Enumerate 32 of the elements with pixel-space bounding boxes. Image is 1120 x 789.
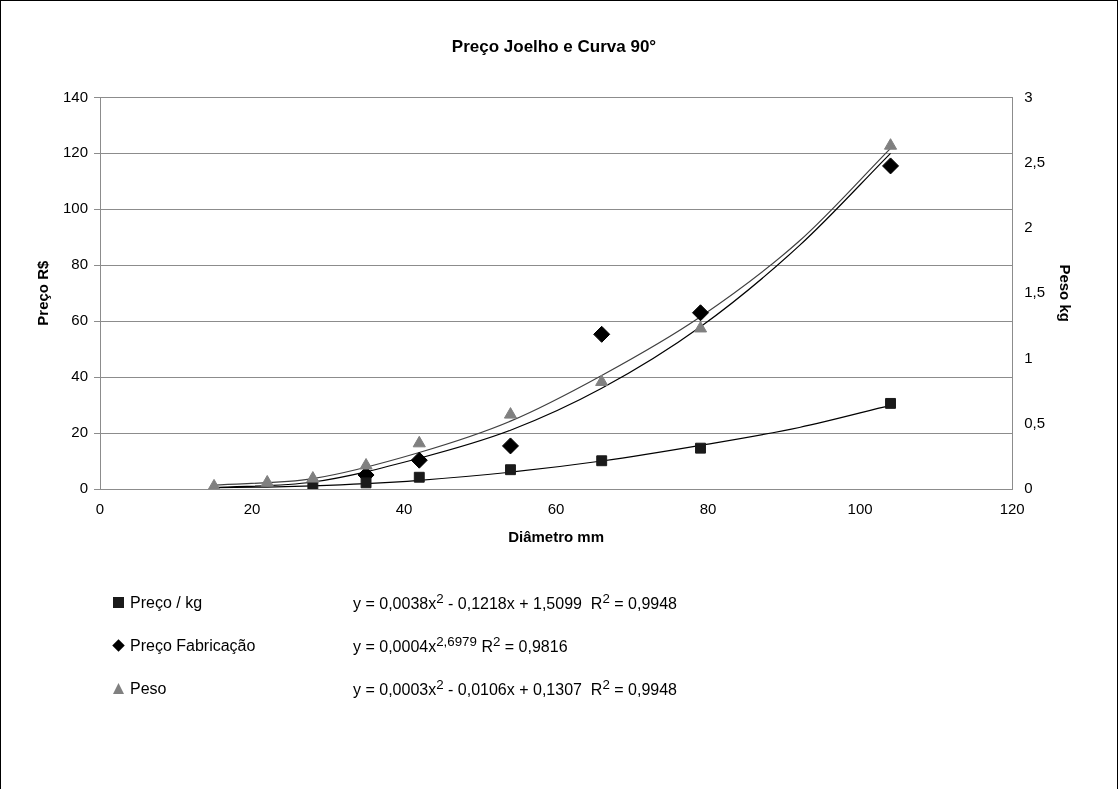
x-tick-label: 80	[699, 500, 717, 518]
y-tick-label: 80	[71, 255, 89, 273]
y-axis-title: Preço R$	[34, 260, 52, 326]
y-tick-label: 120	[63, 143, 89, 161]
y2-tick-label: 2,5	[1024, 152, 1046, 170]
y2-tick-label: 1,5	[1024, 283, 1046, 301]
y2-axis-title: Peso kg	[1056, 264, 1074, 322]
chart-title: Preço Joelho e Curva 90°	[451, 36, 657, 56]
y-tick-label: 100	[63, 199, 89, 217]
text: y = 0,0004x$^{2,6979}$ R$^{2}$ = 0,9816	[353, 634, 568, 657]
x-tick-label: 60	[547, 500, 565, 518]
x-tick-label: 20	[243, 500, 261, 518]
x-tick-label: 40	[395, 500, 413, 518]
legend-label: Preço / kg	[130, 593, 203, 612]
text: y = 0,0038x$^{2}$ - 0,1218x + 1,5099 R$^{2}$ = 0,9948	[353, 591, 677, 614]
y2-tick-label: 1	[1024, 348, 1033, 366]
y2-tick-label: 2	[1024, 218, 1033, 236]
legend-label: Preço Fabricação	[130, 636, 256, 655]
text: y = 0,0003x$^{2}$ - 0,0106x + 0,1307 R$^{2}$ = 0,9948	[353, 677, 677, 700]
y2-tick-label: 0	[1024, 479, 1033, 497]
y-tick-label: 140	[63, 87, 89, 105]
y-tick-label: 40	[71, 367, 89, 385]
y-tick-label: 0	[79, 479, 89, 497]
x-tick-label: 100	[847, 500, 873, 518]
legend-label: Peso	[130, 679, 167, 698]
y2-tick-label: 3	[1024, 87, 1033, 105]
x-tick-label: 0	[95, 500, 105, 518]
x-axis-title: Diâmetro mm	[508, 528, 605, 546]
x-tick-label: 120	[999, 500, 1025, 518]
y2-tick-label: 0,5	[1024, 413, 1046, 431]
y-tick-label: 20	[71, 423, 89, 441]
y-tick-label: 60	[71, 311, 89, 329]
